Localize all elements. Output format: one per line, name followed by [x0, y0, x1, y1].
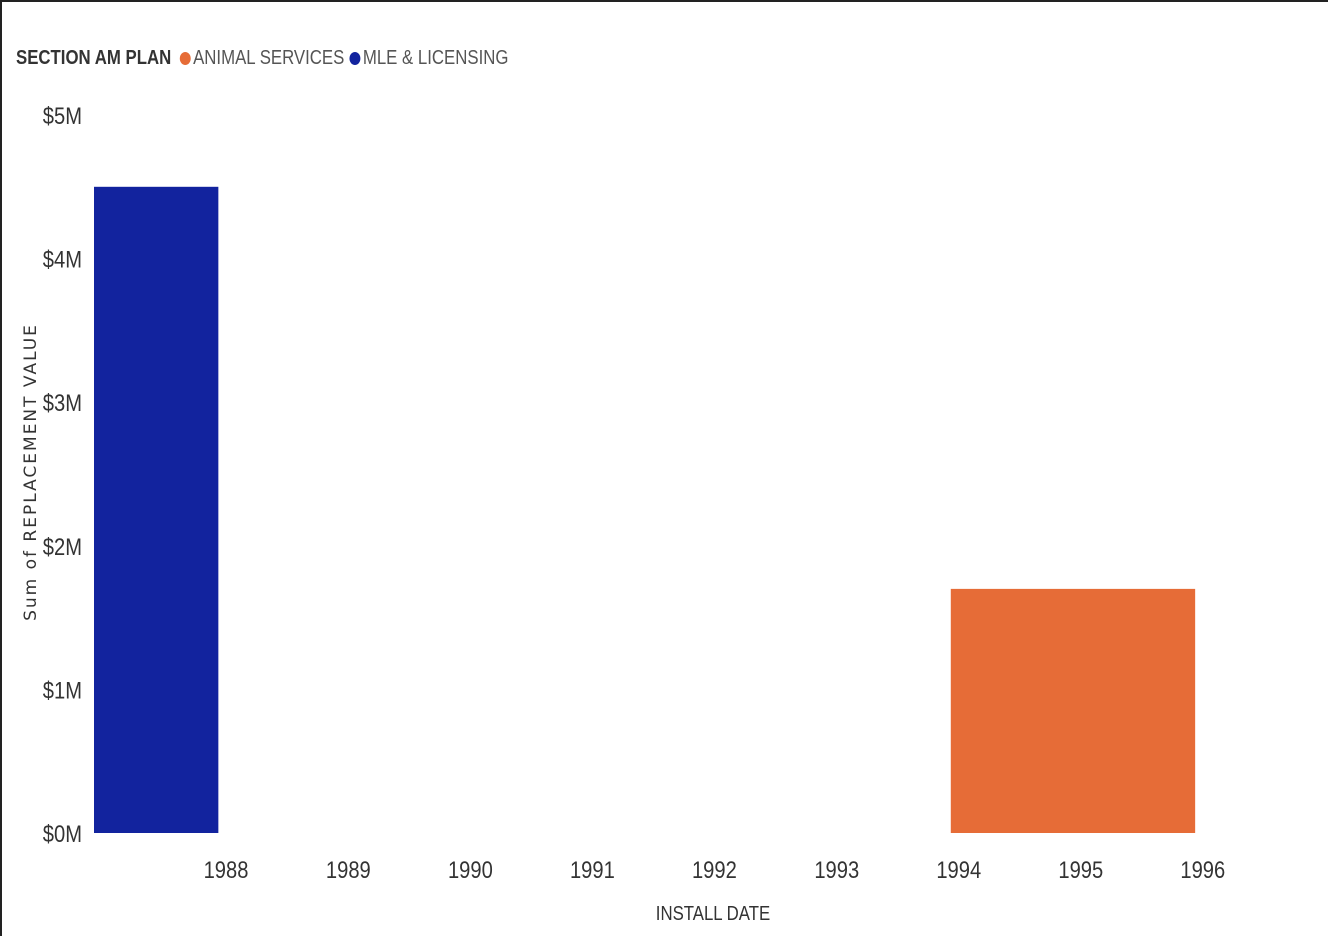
x-tick-label: 1995	[1058, 856, 1103, 883]
x-tick-label: 1996	[1180, 856, 1225, 883]
legend-item-animal-services[interactable]: ANIMAL SERVICES	[179, 46, 345, 70]
y-tick-label: $1M	[43, 677, 82, 704]
x-tick-label: 1993	[814, 856, 859, 883]
legend-marker-icon	[349, 51, 361, 65]
y-tick-label: $2M	[43, 533, 82, 560]
y-tick-label: $0M	[43, 820, 82, 847]
legend: SECTION AM PLAN ANIMAL SERVICES MLE & LI…	[16, 44, 514, 72]
bars-layer	[94, 186, 1196, 834]
x-tick-label: 1991	[570, 856, 615, 883]
x-tick-label: 1992	[692, 856, 737, 883]
legend-label: ANIMAL SERVICES	[193, 46, 345, 69]
legend-marker-icon	[179, 51, 191, 65]
bar-mle-licensing[interactable]	[94, 186, 219, 834]
x-axis-ticks: 1988 1989 1990 1991 1992 1993 1994 1995 1996	[204, 856, 1226, 883]
legend-label: MLE & LICENSING	[362, 46, 509, 69]
y-axis-ticks: $0M $1M $2M $3M $4M $5M	[43, 102, 82, 847]
x-tick-label: 1988	[204, 856, 249, 883]
x-tick-label: 1989	[326, 856, 371, 883]
legend-title: SECTION AM PLAN	[16, 46, 172, 69]
x-tick-label: 1994	[936, 856, 981, 883]
y-tick-label: $3M	[43, 390, 82, 417]
x-tick-label: 1990	[448, 856, 493, 883]
x-axis-title: INSTALL DATE	[656, 902, 770, 925]
y-tick-label: $5M	[43, 102, 82, 129]
y-tick-label: $4M	[43, 246, 82, 273]
bar-animal-services[interactable]	[950, 588, 1196, 833]
y-axis-title: Sum of REPLACEMENT VALUE	[21, 323, 41, 621]
legend-item-mle-licensing[interactable]: MLE & LICENSING	[349, 47, 508, 70]
